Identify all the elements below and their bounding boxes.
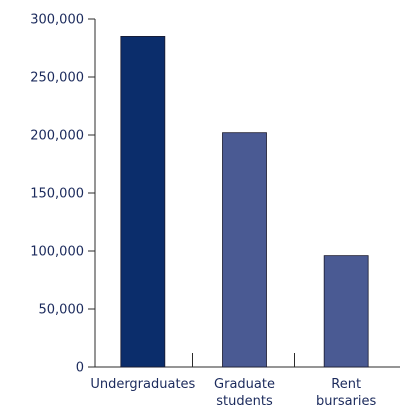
- x-category-label: Rent bursaries: [316, 377, 377, 409]
- x-category-label-line: Rent: [331, 377, 361, 392]
- bar: [222, 132, 267, 368]
- x-category-label: Undergraduates: [90, 377, 195, 392]
- bar: [323, 255, 369, 368]
- bar: [120, 36, 166, 368]
- y-tick-label: 250,000: [30, 71, 84, 86]
- bars: [120, 36, 369, 368]
- y-tick-label: 300,000: [30, 13, 84, 28]
- y-tick-label: 0: [76, 361, 84, 376]
- category-labels: Undergraduates Graduate students Rent bursar…: [90, 377, 376, 409]
- y-tick-label: 50,000: [39, 303, 85, 318]
- y-tick-label: 200,000: [30, 129, 84, 144]
- y-axis: 0 50,000 100,000 150,000 200,000 250,000 300,0…: [30, 13, 96, 376]
- y-tick-label: 100,000: [30, 245, 84, 260]
- x-category-label-line: Graduate: [214, 377, 275, 392]
- x-category-label: Graduate students: [214, 377, 275, 409]
- x-category-label-line: students: [216, 394, 273, 409]
- x-category-label-line: bursaries: [316, 394, 377, 409]
- y-tick-label: 150,000: [30, 187, 84, 202]
- x-category-label-line: Undergraduates: [90, 377, 195, 392]
